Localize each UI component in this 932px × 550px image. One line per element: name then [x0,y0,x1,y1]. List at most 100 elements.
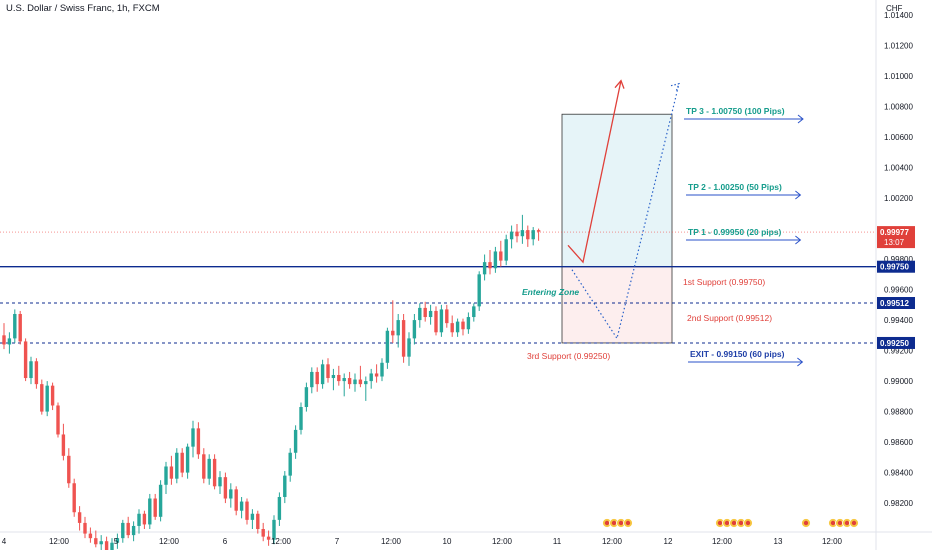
candle-body [77,512,82,523]
candle-body [331,374,336,379]
candle-body [29,361,33,379]
tp3-label: TP 3 - 1.00750 (100 Pips) [686,106,785,116]
candle-body [256,513,260,530]
tp2-label: TP 2 - 1.00250 (50 Pips) [688,182,782,192]
support3-badge-text: 0.99250 [880,339,909,348]
candle-body [391,330,395,336]
candle-body [277,496,282,520]
candle-body [56,405,60,435]
candle-body [385,330,390,363]
price-tick: 1.00400 [884,164,913,173]
candle-body [234,489,238,511]
event-marker-core [830,520,836,526]
candle-body [310,371,314,388]
profit-zone [561,113,673,268]
time-tick: 12:00 [271,537,292,546]
candle-body [50,385,55,406]
candle-body [374,373,379,377]
candle-body [207,458,211,479]
candle-body [94,538,98,545]
support1-badge [877,260,915,273]
candle-body [7,338,12,345]
current-price-badge [877,226,915,249]
candle-body [288,452,292,476]
candle-body [450,323,454,333]
candle-body [88,533,93,539]
event-marker-core [717,520,723,526]
candle-body [261,529,265,537]
candle-body [212,458,217,487]
support2-badge-text: 0.99512 [880,299,909,308]
candle-body [455,321,460,333]
candle-body [477,274,481,307]
time-tick: 11 [553,537,562,546]
candle-body [34,361,39,385]
candle-body [158,484,163,517]
candle-body [499,251,503,261]
time-tick: 12:00 [49,537,70,546]
support2-label: 2nd Support (0.99512) [687,313,772,323]
candle-body [185,446,190,473]
support2-badge [877,297,915,310]
price-tick: 0.98400 [884,469,913,478]
price-tick: 0.99200 [884,347,913,356]
candle-body [266,536,271,540]
candle-body [515,231,519,237]
candle-body [526,230,530,240]
candle-body [412,320,417,339]
time-tick: 5 [114,537,119,546]
exit-label: EXIT - 0.99150 (60 pips) [690,349,785,359]
price-tick: 1.01000 [884,72,913,81]
tp1-label: TP 1 - 0.99950 (20 pips) [688,227,782,237]
candle-body [482,262,487,275]
time-tick: 12:00 [159,537,180,546]
price-tick: 1.01400 [884,11,913,20]
candle-body [18,313,22,342]
tp1-label-arrow-head [795,235,802,245]
candle-body [347,378,352,385]
candle-body [250,513,255,520]
candle-body [239,501,244,511]
price-tick: 1.01200 [884,42,913,51]
event-marker-core [724,520,730,526]
candle-body [196,428,201,455]
candle-body [380,362,384,377]
support3-label: 3rd Support (0.99250) [527,351,610,361]
candle-body [407,338,411,357]
event-marker-core [745,520,751,526]
candle-body [142,513,147,525]
support3-badge [877,336,915,349]
candle-body [401,320,406,357]
candle-body [2,335,6,345]
candle-body [439,309,444,333]
event-marker-core [618,520,624,526]
loss-zone [561,266,673,344]
time-tick: 4 [2,537,7,546]
time-tick: 12:00 [712,537,733,546]
event-marker-core [803,520,809,526]
candle-body [272,519,276,540]
candle-body [180,452,184,473]
time-tick: 10 [443,537,452,546]
tp3-label-arrow-head [797,114,804,124]
price-tick: 1.00600 [884,133,913,142]
current-price-text: 0.99977 [880,228,909,237]
candle-body [418,307,422,321]
candle-body [445,309,449,324]
candle-body [466,317,471,330]
candle-body [223,477,228,499]
candle-body [115,538,120,543]
candle-body [504,239,508,261]
event-marker-core [625,520,631,526]
event-marker-core [611,520,617,526]
projection-tp3-arrowhead [614,79,625,89]
candle-body [293,429,298,453]
candle-body [218,477,222,487]
candle-body [245,501,249,520]
price-tick: 0.98600 [884,438,913,447]
candle-body [326,364,330,379]
candle-body [304,387,309,408]
candle-body [520,230,525,237]
candle-body [353,379,357,385]
